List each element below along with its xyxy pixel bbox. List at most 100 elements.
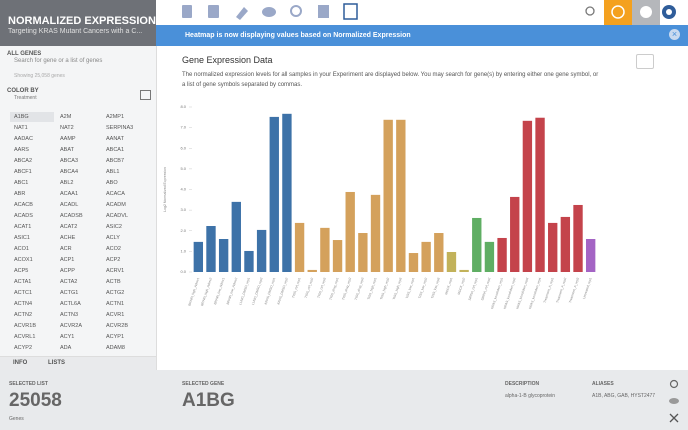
x-tick-label: BRAIN_high_Adrev1 bbox=[187, 277, 200, 306]
gene-item[interactable]: NAT1 bbox=[14, 125, 28, 131]
icon[interactable] bbox=[262, 7, 276, 17]
gene-item[interactable]: ACTA2 bbox=[60, 279, 78, 285]
gene-item[interactable]: ACYP2 bbox=[14, 345, 33, 351]
gene-item[interactable]: ABO bbox=[106, 180, 118, 186]
close-icon[interactable] bbox=[669, 413, 679, 423]
gene-item[interactable]: ACO2 bbox=[106, 246, 121, 252]
gene-item[interactable]: ACR bbox=[60, 246, 72, 252]
bar bbox=[434, 233, 444, 272]
gene-item[interactable]: ABAT bbox=[60, 147, 74, 153]
gene-item[interactable]: ACYP1 bbox=[106, 334, 125, 340]
gene-item[interactable]: ACY1 bbox=[60, 334, 75, 340]
banner-close[interactable]: × bbox=[669, 29, 680, 40]
icon[interactable] bbox=[318, 5, 329, 18]
gene-item[interactable]: ABCF1 bbox=[14, 169, 32, 175]
gene-item[interactable]: ACACB bbox=[14, 202, 33, 208]
icon[interactable] bbox=[182, 5, 192, 18]
chart-title: Gene Expression Data bbox=[182, 55, 273, 65]
gene-item[interactable]: ABL1 bbox=[106, 169, 120, 175]
gene-item[interactable]: AAMP bbox=[60, 136, 76, 142]
gene-item[interactable]: A2M bbox=[60, 114, 72, 120]
gene-item[interactable]: ACADSB bbox=[60, 213, 83, 219]
bar bbox=[345, 191, 355, 272]
chart-toggle[interactable] bbox=[140, 90, 151, 100]
gene-item[interactable]: ACADS bbox=[14, 213, 33, 219]
icon[interactable] bbox=[290, 5, 302, 17]
bar bbox=[573, 204, 583, 272]
icon-active[interactable] bbox=[343, 3, 358, 20]
gene-item[interactable]: AANAT bbox=[106, 136, 124, 142]
gene-item[interactable]: ABCB7 bbox=[106, 158, 125, 164]
gene-item[interactable]: SERPINA3 bbox=[106, 125, 134, 131]
tab[interactable]: INFO bbox=[13, 360, 28, 366]
gene-item[interactable]: ACP5 bbox=[14, 268, 29, 274]
bar bbox=[332, 240, 343, 272]
gene-item[interactable]: ACTN3 bbox=[60, 312, 79, 318]
gene-item[interactable]: ABCA1 bbox=[106, 147, 125, 153]
gene-item[interactable]: ACVRL1 bbox=[14, 334, 36, 340]
gene-item[interactable]: ACTC1 bbox=[14, 290, 33, 296]
play-button[interactable] bbox=[604, 0, 632, 25]
download-button[interactable] bbox=[636, 54, 654, 69]
gene-item[interactable]: ACVR1B bbox=[14, 323, 37, 329]
gene-item[interactable]: ABR bbox=[14, 191, 26, 197]
gene-item[interactable]: ACAA1 bbox=[60, 191, 79, 197]
search-icon[interactable] bbox=[585, 6, 595, 16]
gene-item[interactable]: NAT2 bbox=[60, 125, 74, 131]
gene-item[interactable]: ACOX1 bbox=[14, 257, 33, 263]
gene-item[interactable]: AARS bbox=[14, 147, 29, 153]
gene-item[interactable]: ACTN4 bbox=[14, 301, 33, 307]
gene-item[interactable]: ABL2 bbox=[60, 180, 74, 186]
gene-item[interactable]: ASIC2 bbox=[106, 224, 122, 230]
gene-item[interactable]: ACVR1 bbox=[106, 312, 125, 318]
gene-item[interactable]: ABCA4 bbox=[60, 169, 79, 175]
gene-item[interactable]: ADA bbox=[60, 345, 72, 351]
unit: Genes bbox=[9, 416, 24, 422]
color-by-value[interactable]: Treatment bbox=[14, 95, 37, 101]
cloud-icon[interactable] bbox=[669, 398, 679, 404]
gene-item[interactable]: ACVR2A bbox=[60, 323, 83, 329]
x-tick-label: Treatment_A_rep1 bbox=[543, 277, 555, 304]
bar bbox=[522, 120, 533, 272]
bar bbox=[282, 113, 292, 273]
selected-gene-row bbox=[10, 112, 54, 122]
gene-item[interactable]: ACADL bbox=[60, 202, 79, 208]
gene-item[interactable]: ACRV1 bbox=[106, 268, 125, 274]
icon[interactable] bbox=[236, 7, 248, 20]
gene-count: Showing 25,058 genes bbox=[14, 73, 65, 79]
gene-item[interactable]: ACADM bbox=[106, 202, 126, 208]
gene-item[interactable]: ABCA3 bbox=[60, 158, 79, 164]
x-tick-label: TISS_drug_rep1 bbox=[328, 277, 339, 301]
gene-item[interactable]: ACPP bbox=[60, 268, 75, 274]
tab[interactable]: LISTS bbox=[48, 360, 66, 366]
gene-item[interactable]: ACTG1 bbox=[60, 290, 79, 296]
y-tick-label: 6.0 bbox=[180, 145, 186, 150]
gene-item[interactable]: AADAC bbox=[14, 136, 33, 142]
gene-item[interactable]: ASIC1 bbox=[14, 235, 30, 241]
search-input[interactable]: Search for gene or a list of genes bbox=[14, 58, 103, 64]
gene-item[interactable]: ACTL6A bbox=[60, 301, 81, 307]
gene-item[interactable]: ABCA2 bbox=[14, 158, 33, 164]
gene-item[interactable]: ACTB bbox=[106, 279, 121, 285]
gene-item[interactable]: ACTA1 bbox=[14, 279, 32, 285]
gene-item[interactable]: ACP1 bbox=[60, 257, 75, 263]
gene-item[interactable]: ACAT1 bbox=[14, 224, 32, 230]
gene-item[interactable]: ACHE bbox=[60, 235, 76, 241]
gene-item[interactable]: ABC1 bbox=[14, 180, 29, 186]
gene-item[interactable]: ACTG2 bbox=[106, 290, 125, 296]
x-tick-label: LUNG_DMSO_rep2 bbox=[251, 277, 264, 305]
gene-item[interactable]: ACACA bbox=[106, 191, 125, 197]
gene-item[interactable]: ACTN2 bbox=[14, 312, 33, 318]
search-icon[interactable] bbox=[669, 379, 679, 389]
icon[interactable] bbox=[208, 5, 219, 18]
gene-item[interactable]: ACVR2B bbox=[106, 323, 129, 329]
gene-item[interactable]: ADAM8 bbox=[106, 345, 125, 351]
gene-item[interactable]: A2MP1 bbox=[106, 114, 125, 120]
gene-item[interactable]: ACADVL bbox=[106, 213, 129, 219]
gene-item[interactable]: ACLY bbox=[106, 235, 120, 241]
gene-item[interactable]: ACTN1 bbox=[106, 301, 125, 307]
gene-item[interactable]: ACO1 bbox=[14, 246, 29, 252]
gene-item[interactable]: A1BG bbox=[14, 114, 29, 120]
gene-item[interactable]: ACAT2 bbox=[60, 224, 78, 230]
gene-item[interactable]: ACP2 bbox=[106, 257, 121, 263]
